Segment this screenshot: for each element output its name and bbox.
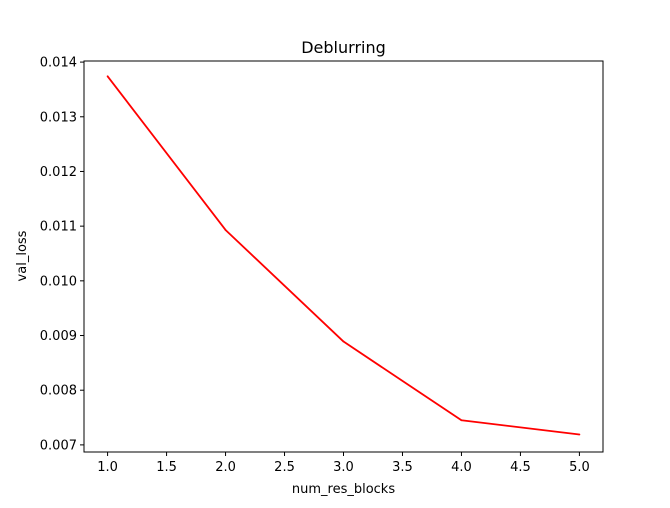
x-axis-ticks: 1.0 1.5 2.0 2.5 3.0 3.5 4.0 4.5 5.0 [97,452,590,475]
x-tick-label: 1.5 [156,460,177,475]
y-tick-label: 0.008 [40,384,77,399]
x-axis-label: num_res_blocks [292,482,395,497]
y-tick-label: 0.009 [40,329,77,344]
data-point [578,433,581,436]
x-tick-label: 4.5 [510,460,531,475]
y-tick-label: 0.012 [40,165,77,180]
y-tick-label: 0.010 [40,274,77,289]
plot-background [84,61,603,452]
y-tick-label: 0.007 [40,438,77,453]
x-tick-label: 3.5 [392,460,413,475]
y-axis-label: val_loss [15,230,30,281]
data-point [224,229,227,231]
y-axis-ticks: 0.007 0.008 0.009 0.010 0.011 0.012 0.013 0.014 [40,56,84,453]
y-tick-label: 0.013 [40,110,77,125]
x-tick-label: 2.0 [215,460,236,475]
data-point [342,340,345,343]
chart-title: Deblurring [301,38,386,57]
series-layer [106,75,581,436]
data-point [460,419,463,422]
x-tick-label: 1.0 [97,460,118,475]
x-tick-label: 3.0 [333,460,354,475]
y-tick-label: 0.014 [40,56,77,71]
x-tick-label: 2.5 [274,460,295,475]
x-tick-label: 5.0 [569,460,590,475]
y-tick-label: 0.011 [40,220,77,235]
data-point [106,75,109,78]
x-tick-label: 4.0 [451,460,472,475]
